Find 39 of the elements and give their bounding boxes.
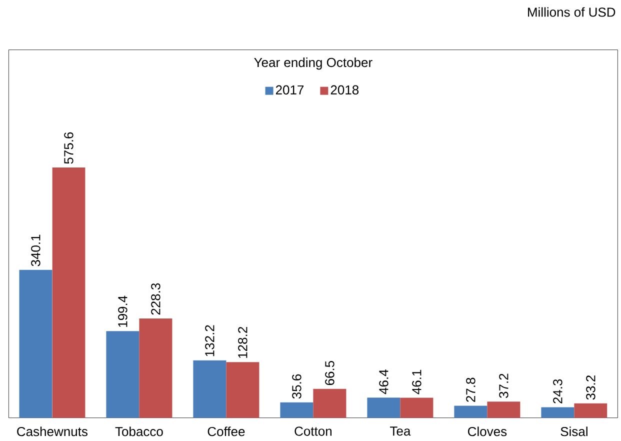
data-label: 66.5 xyxy=(325,361,334,386)
x-tick-label: Cashewnuts xyxy=(17,426,88,436)
bar xyxy=(487,402,520,418)
data-label: 46.4 xyxy=(379,370,388,394)
bar xyxy=(454,406,488,418)
data-label: 340.1 xyxy=(31,235,40,266)
data-label: 37.2 xyxy=(499,374,508,398)
x-tick-label: Sisal xyxy=(560,426,588,436)
legend-label: 2018 xyxy=(330,86,359,95)
legend-label: 2017 xyxy=(276,86,304,95)
bar xyxy=(106,331,140,418)
data-label: 575.6 xyxy=(64,132,74,164)
bar xyxy=(367,398,400,418)
data-label: 132.2 xyxy=(205,326,214,356)
bar xyxy=(400,398,434,418)
data-label: 46.1 xyxy=(412,370,422,395)
bar xyxy=(541,408,574,418)
bar xyxy=(280,402,314,418)
bar xyxy=(139,318,172,418)
bar xyxy=(193,360,226,418)
bar xyxy=(574,404,608,418)
data-label: 24.3 xyxy=(553,380,562,404)
bar xyxy=(313,389,346,418)
chart-title: Year ending October xyxy=(254,58,372,70)
bar xyxy=(226,362,260,418)
x-tick-label: Coffee xyxy=(208,426,245,436)
data-label: 35.6 xyxy=(292,374,302,399)
bar xyxy=(52,168,86,418)
data-label: 33.2 xyxy=(586,376,596,400)
x-tick-label: Tobacco xyxy=(115,426,163,436)
data-label: 228.3 xyxy=(151,284,160,315)
data-label: 128.2 xyxy=(238,327,248,358)
x-tick-label: Cotton xyxy=(294,426,332,436)
x-tick-label: Tea xyxy=(390,426,411,436)
text: Millions of USD xyxy=(528,7,616,18)
x-tick-label: Cloves xyxy=(468,426,507,436)
data-label: 199.4 xyxy=(118,296,128,328)
bar xyxy=(19,270,52,418)
data-label: 27.8 xyxy=(466,378,476,402)
